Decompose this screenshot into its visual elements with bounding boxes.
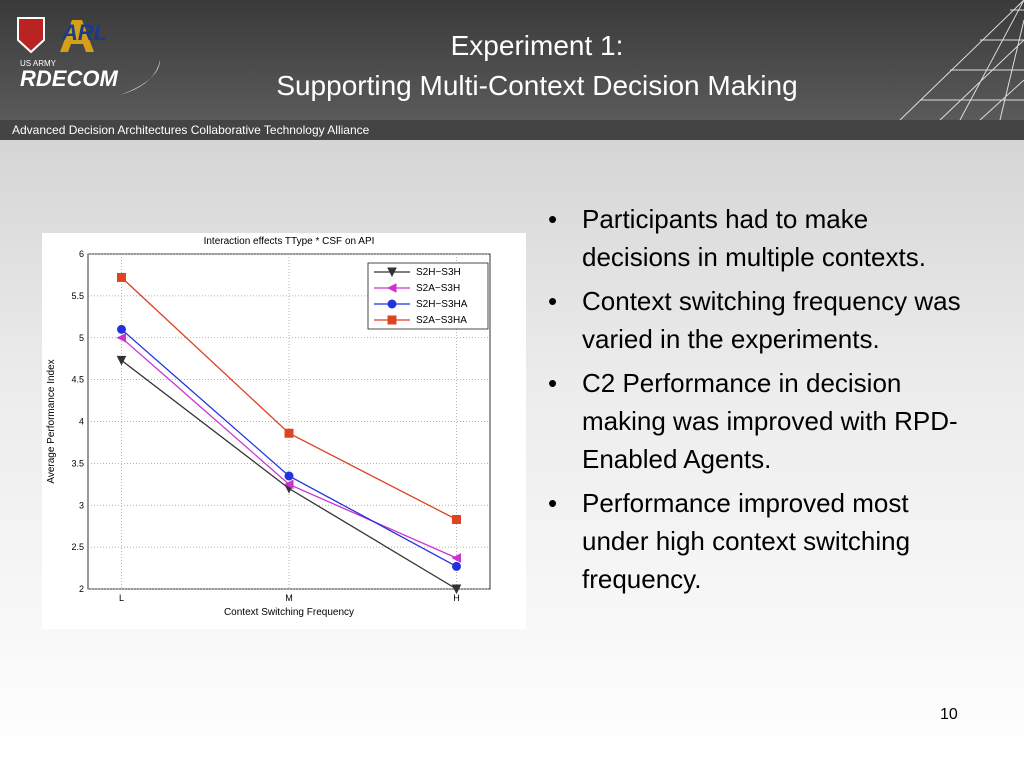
header-art: US ARMY RDECOM ARL bbox=[17, 0, 1024, 120]
x-axis-label: Context Switching Frequency bbox=[224, 607, 354, 618]
header: US ARMY RDECOM ARL Experiment 1: Support… bbox=[0, 0, 1024, 120]
x-tick-label: M bbox=[285, 593, 293, 603]
legend-label: S2H−S3H bbox=[416, 267, 461, 278]
title-line: Experiment 1: bbox=[450, 30, 624, 61]
bullet: C2 Performance in decision making was im… bbox=[548, 364, 982, 478]
page-number: 10 bbox=[940, 706, 958, 723]
chart-title: Interaction effects TType * CSF on API bbox=[204, 236, 375, 247]
marker bbox=[117, 272, 126, 282]
marker bbox=[387, 267, 397, 278]
bullet: Participants had to make decisions in mu… bbox=[548, 200, 982, 276]
x-tick-label: H bbox=[453, 593, 460, 603]
x-tick-label: L bbox=[119, 593, 124, 603]
logo-text: ARL bbox=[61, 20, 107, 45]
y-tick-label: 4.5 bbox=[71, 375, 84, 385]
marker bbox=[387, 299, 397, 309]
y-tick-label: 4 bbox=[79, 417, 84, 427]
y-tick-label: 2 bbox=[79, 584, 84, 594]
marker bbox=[451, 584, 462, 595]
bullet: Performance improved most under high con… bbox=[548, 484, 982, 598]
title-line: Supporting Multi-Context Decision Making bbox=[276, 70, 798, 101]
marker bbox=[284, 428, 294, 438]
legend-label: S2A−S3HA bbox=[416, 315, 467, 326]
bullet-list: Participants had to make decisions in mu… bbox=[548, 200, 988, 604]
marker bbox=[451, 553, 461, 563]
band: Advanced Decision Architectures Collabor… bbox=[0, 120, 1024, 140]
marker bbox=[116, 332, 126, 343]
y-tick-label: 6 bbox=[79, 249, 84, 259]
y-tick-label: 5 bbox=[79, 333, 84, 343]
marker bbox=[283, 479, 294, 490]
marker bbox=[452, 514, 461, 524]
y-axis-label: Average Performance Index bbox=[46, 359, 57, 483]
y-tick-label: 2.5 bbox=[71, 542, 84, 552]
y-tick-label: 5.5 bbox=[71, 291, 84, 301]
marker bbox=[387, 315, 397, 325]
chart: Interaction effects TType * CSF on API 2 2… bbox=[42, 233, 526, 629]
y-tick-label: 3 bbox=[79, 500, 84, 510]
logo-text: US ARMY bbox=[20, 59, 57, 68]
logo-text: RDECOM bbox=[20, 66, 118, 91]
y-tick-label: 3.5 bbox=[71, 458, 84, 468]
bullet: Context switching frequency was varied i… bbox=[548, 282, 982, 358]
marker bbox=[284, 471, 294, 481]
marker bbox=[117, 324, 126, 334]
legend-label: S2H−S3HA bbox=[416, 299, 468, 310]
marker bbox=[116, 355, 127, 366]
marker bbox=[452, 561, 461, 571]
legend-label: S2A−S3H bbox=[416, 283, 460, 294]
marker bbox=[386, 283, 397, 293]
